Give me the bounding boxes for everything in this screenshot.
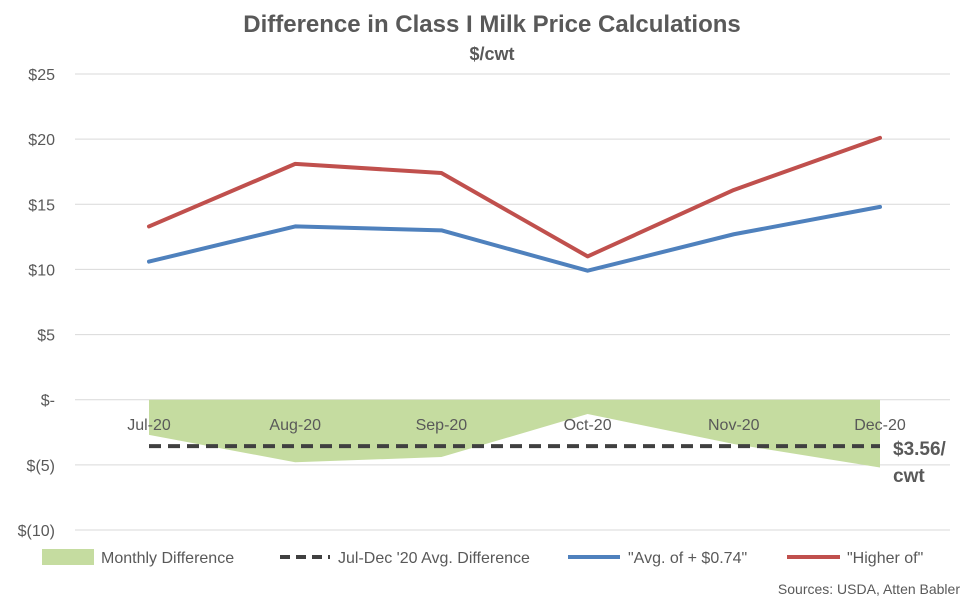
legend-label-higher-of: "Higher of" xyxy=(847,550,923,567)
y-tick-label: $(10) xyxy=(18,523,55,540)
line-layer xyxy=(147,135,882,449)
y-tick-label: $- xyxy=(41,393,55,410)
legend-label-monthly-difference: Monthly Difference xyxy=(101,550,234,567)
x-tick-label: Nov-20 xyxy=(708,417,760,434)
y-tick-label: $10 xyxy=(28,262,55,279)
series-avg-of-line xyxy=(147,204,882,273)
gridlines xyxy=(75,73,950,531)
chart-subtitle: $/cwt xyxy=(469,44,514,64)
y-tick-label: $20 xyxy=(28,132,55,149)
x-axis-ticks: Jul-20 Aug-20 Sep-20 Oct-20 Nov-20 Dec-20 xyxy=(127,417,906,434)
x-tick-label: Dec-20 xyxy=(854,417,906,434)
chart-title: Difference in Class I Milk Price Calcula… xyxy=(243,11,741,38)
y-tick-label: $5 xyxy=(37,328,55,345)
y-tick-label: $(5) xyxy=(27,458,55,475)
legend: Monthly Difference Jul-Dec '20 Avg. Diff… xyxy=(42,549,923,567)
x-tick-label: Jul-20 xyxy=(127,417,171,434)
series-monthly-difference-area xyxy=(149,399,880,468)
y-axis-ticks: $25 $20 $15 $10 $5 $- $(5) $(10) xyxy=(18,67,55,540)
legend-label-avg-difference: Jul-Dec '20 Avg. Difference xyxy=(338,550,530,567)
series-higher-of-line xyxy=(147,135,882,259)
x-tick-label: Oct-20 xyxy=(564,417,612,434)
x-tick-label: Sep-20 xyxy=(416,417,468,434)
y-tick-label: $25 xyxy=(28,67,55,84)
legend-label-avg-of: "Avg. of + $0.74" xyxy=(628,550,747,567)
avg-difference-annotation-line2: cwt xyxy=(893,466,925,487)
y-tick-label: $15 xyxy=(28,197,55,214)
x-tick-label: Aug-20 xyxy=(269,417,321,434)
legend-swatch-monthly-difference xyxy=(42,549,94,565)
source-note: Sources: USDA, Atten Babler xyxy=(778,581,960,597)
avg-difference-annotation-line1: $3.56/ xyxy=(893,439,947,460)
area-layer xyxy=(149,399,880,468)
